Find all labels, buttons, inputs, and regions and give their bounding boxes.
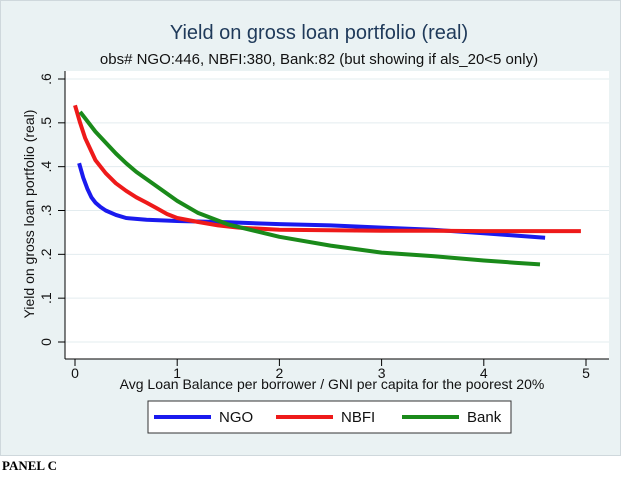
axes-layer: 0 .1 .2 .3 .4 .5 .6 0 1 2 3 4 5 — [38, 71, 609, 381]
y-tick-label: 0 — [38, 338, 54, 346]
y-tick-label: .1 — [38, 292, 54, 304]
plot-area — [65, 71, 609, 359]
x-tick-label: 2 — [276, 365, 284, 381]
y-tick-label: .5 — [38, 117, 54, 129]
x-axis-label: Avg Loan Balance per borrower / GNI per … — [120, 376, 545, 392]
legend: NGO NBFI Bank — [154, 409, 502, 426]
x-tick-label: 4 — [480, 365, 488, 381]
series-layer — [73, 104, 581, 267]
legend-label-bank: Bank — [467, 409, 502, 426]
chart-svg: Yield on gross loan portfolio (real) obs… — [21, 22, 609, 434]
y-tick-label: .4 — [38, 161, 54, 173]
panel-label: PANEL C — [2, 458, 58, 473]
chart-subtitle: obs# NGO:446, NBFI:380, Bank:82 (but sho… — [100, 51, 538, 68]
x-tick-label: 0 — [71, 365, 79, 381]
x-tick-label: 5 — [582, 365, 590, 381]
y-tick-label: .3 — [38, 204, 54, 216]
y-tick-label: .2 — [38, 248, 54, 260]
x-tick-label: 3 — [378, 365, 386, 381]
legend-label-ngo: NGO — [219, 409, 253, 426]
legend-label-nbfi: NBFI — [341, 409, 375, 426]
series-line-bank — [78, 110, 541, 267]
x-tick-label: 1 — [173, 365, 181, 381]
chart-figure: Yield on gross loan portfolio (real) obs… — [0, 0, 621, 456]
y-tick-label: .6 — [38, 73, 54, 85]
y-axis-label: Yield on gross loan portfolio (real) — [21, 110, 37, 319]
grid-layer — [65, 78, 609, 343]
series-line-nbfi — [73, 104, 581, 234]
chart-title: Yield on gross loan portfolio (real) — [170, 22, 468, 44]
